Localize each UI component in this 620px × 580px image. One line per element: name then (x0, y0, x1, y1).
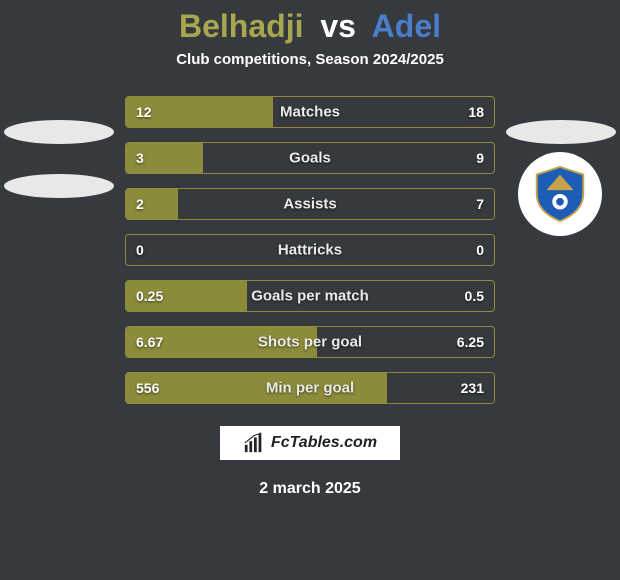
stat-fill-left (126, 189, 178, 219)
stat-row: 556 Min per goal 231 (125, 372, 495, 404)
date-text: 2 march 2025 (0, 480, 620, 498)
ellipse-icon (506, 120, 616, 144)
ellipse-icon (4, 120, 114, 144)
stat-row: 2 Assists 7 (125, 188, 495, 220)
stat-label: Hattricks (278, 242, 342, 259)
stat-value-left: 3 (136, 150, 144, 166)
stat-value-left: 6.67 (136, 334, 163, 350)
brand-text: FcTables.com (271, 434, 377, 452)
stat-label: Assists (283, 196, 336, 213)
stat-value-left: 0.25 (136, 288, 163, 304)
title-right: Adel (372, 8, 441, 44)
stat-value-right: 18 (468, 104, 484, 120)
badge-right (506, 120, 616, 236)
stat-label: Matches (280, 104, 340, 121)
stat-value-right: 0.5 (465, 288, 484, 304)
stat-row: 6.67 Shots per goal 6.25 (125, 326, 495, 358)
stat-value-right: 6.25 (457, 334, 484, 350)
stat-label: Shots per goal (258, 334, 362, 351)
stat-value-left: 12 (136, 104, 152, 120)
title-vs: vs (320, 8, 356, 44)
subtitle: Club competitions, Season 2024/2025 (0, 51, 620, 68)
title-left: Belhadji (179, 8, 303, 44)
badge-left (4, 120, 114, 198)
stat-row: 12 Matches 18 (125, 96, 495, 128)
ellipse-icon (4, 174, 114, 198)
stat-row: 0.25 Goals per match 0.5 (125, 280, 495, 312)
stat-value-left: 2 (136, 196, 144, 212)
stat-row: 3 Goals 9 (125, 142, 495, 174)
stat-label: Goals (289, 150, 331, 167)
chart-icon (243, 432, 265, 454)
stat-label: Goals per match (251, 288, 369, 305)
page-title: Belhadji vs Adel (0, 0, 620, 51)
stat-value-right: 7 (476, 196, 484, 212)
stat-value-left: 556 (136, 380, 159, 396)
stats-rows: 12 Matches 18 3 Goals 9 2 Assists 7 0 Hattricks 0 0.… (125, 96, 495, 404)
stat-row: 0 Hattricks 0 (125, 234, 495, 266)
stat-value-right: 9 (476, 150, 484, 166)
stat-value-right: 0 (476, 242, 484, 258)
stat-value-right: 231 (461, 380, 484, 396)
stat-label: Min per goal (266, 380, 354, 397)
stat-value-left: 0 (136, 242, 144, 258)
club-logo-icon (518, 152, 602, 236)
brand-badge: FcTables.com (220, 426, 400, 460)
